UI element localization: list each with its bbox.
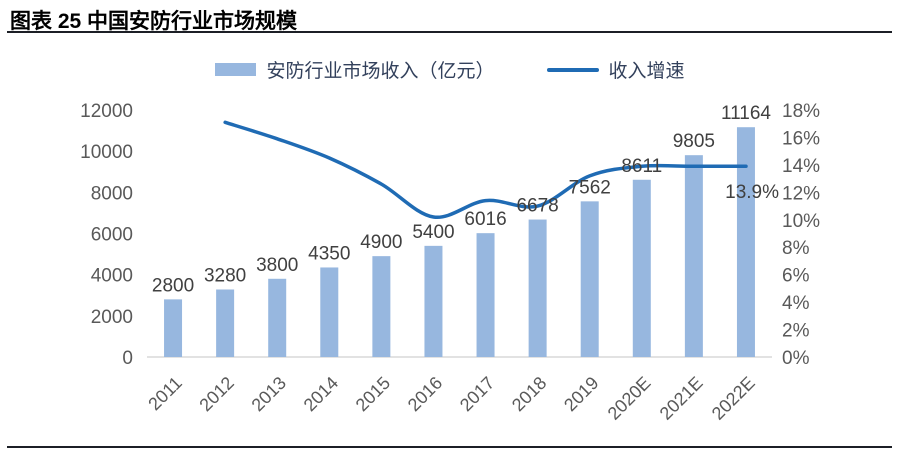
bar-2022E [736, 127, 755, 357]
bar-2015 [372, 256, 391, 357]
left-axis-tick: 12000 [80, 101, 133, 122]
bar-data-label: 3280 [204, 265, 246, 286]
bar-data-label: 6016 [464, 209, 506, 230]
bar-data-label: 2800 [152, 275, 194, 296]
right-axis-tick: 4% [782, 293, 810, 314]
bar-2011 [164, 299, 183, 357]
x-axis-label: 2017 [456, 373, 498, 415]
right-axis-tick: 8% [782, 238, 810, 259]
right-axis-tick: 6% [782, 266, 810, 287]
bar-2018 [528, 219, 547, 357]
bar-2017 [476, 233, 495, 357]
bar-data-label: 4350 [308, 243, 350, 264]
x-axis-label: 2018 [508, 373, 550, 415]
line-series-label: 收入增速 [608, 61, 685, 82]
title-underline [7, 31, 892, 33]
figure-title: 图表 25 中国安防行业市场规模 [10, 10, 298, 33]
bar-data-label: 8611 [621, 156, 662, 177]
legend-item-line-series: 收入增速 [546, 56, 685, 83]
bar-data-label: 3800 [256, 255, 298, 276]
x-axis-label: 2022E [708, 373, 759, 424]
bar-data-label: 7562 [569, 177, 611, 198]
x-axis-label: 2013 [248, 373, 290, 415]
bar-data-label: 9805 [673, 131, 715, 152]
bar-2020E [632, 179, 651, 357]
bar-2019 [580, 201, 599, 357]
left-axis-tick: 8000 [91, 183, 133, 204]
bar-series-label: 安防行业市场收入（亿元） [266, 61, 495, 82]
right-axis-tick: 14% [782, 156, 820, 177]
bar-2021E [684, 155, 703, 357]
bar-series-swatch [215, 63, 257, 76]
left-axis-tick: 2000 [91, 307, 133, 328]
bar-data-label: 5400 [412, 222, 454, 243]
x-axis-label: 2021E [656, 373, 707, 424]
right-axis-tick: 18% [782, 101, 820, 122]
right-axis-tick: 16% [782, 128, 820, 149]
left-axis-tick: 0 [122, 348, 133, 369]
bar-2014 [320, 267, 339, 357]
x-axis-label: 2014 [300, 373, 342, 415]
legend-item-bar-series: 安防行业市场收入（亿元） [215, 56, 495, 83]
figure-bottom-rule [7, 446, 892, 448]
right-axis-tick: 12% [782, 183, 820, 204]
right-axis-tick: 2% [782, 321, 810, 342]
right-axis-tick: 0% [782, 348, 810, 369]
x-axis-label: 2012 [195, 373, 237, 415]
bar-data-label: 6678 [516, 196, 558, 217]
x-axis-label: 2011 [144, 373, 186, 415]
x-axis-label: 2016 [404, 373, 446, 415]
bar-data-label: 11164 [721, 103, 771, 124]
x-axis-label: 2015 [352, 373, 394, 415]
growth-rate-annotation: 13.9% [725, 182, 779, 203]
bar-2016 [424, 245, 443, 357]
left-axis-tick: 6000 [91, 225, 133, 246]
x-axis-label: 2020E [604, 373, 655, 424]
left-axis-tick: 10000 [80, 142, 133, 163]
chart-legend: 安防行业市场收入（亿元） 收入增速 [0, 56, 900, 83]
right-axis-tick: 10% [782, 211, 820, 232]
growth-rate-line [223, 120, 748, 219]
line-series-swatch [546, 67, 599, 72]
left-axis-tick: 4000 [91, 266, 133, 287]
bar-2013 [268, 278, 287, 357]
x-axis-label: 2019 [560, 373, 602, 415]
bar-data-label: 4900 [360, 232, 402, 253]
bar-2012 [216, 289, 235, 357]
